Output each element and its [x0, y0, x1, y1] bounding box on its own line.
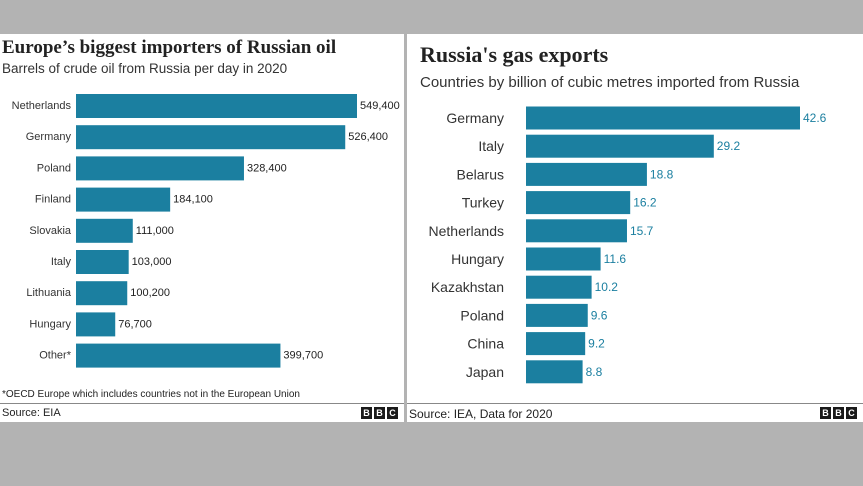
bar	[76, 94, 357, 118]
value-label: 15.7	[630, 224, 654, 238]
category-label: Other*	[39, 350, 72, 362]
category-label: China	[467, 336, 504, 352]
category-label: Hungary	[451, 251, 504, 267]
bar	[76, 125, 346, 150]
bar	[526, 191, 631, 215]
gas-chart-title: Russia's gas exports	[420, 42, 609, 67]
category-label: Turkey	[462, 195, 504, 211]
bar	[526, 162, 647, 186]
oil-chart-subtitle: Barrels of crude oil from Russia per day…	[2, 61, 288, 76]
category-label: Poland	[37, 162, 71, 174]
value-label: 526,400	[348, 131, 388, 143]
bar	[526, 332, 586, 356]
category-label: Lithuania	[26, 287, 72, 299]
bar	[526, 275, 592, 299]
category-label: Slovakia	[29, 225, 71, 237]
value-label: 16.2	[633, 196, 657, 210]
bar	[76, 312, 116, 337]
category-label: Japan	[466, 364, 504, 380]
value-label: 11.6	[604, 252, 627, 266]
bar	[76, 187, 171, 212]
value-label: 29.2	[717, 139, 741, 153]
bbc-logo: B B C	[361, 407, 398, 419]
value-label: 9.6	[591, 308, 608, 322]
gas-bar-chart: Germany 42.6 Italy 29.2 Belarus 18.8 Turkey 16.…	[429, 106, 827, 384]
bar	[76, 156, 244, 181]
bar	[526, 303, 588, 327]
category-label: Italy	[478, 138, 504, 154]
value-label: 8.8	[586, 365, 603, 379]
value-label: 10.2	[595, 280, 619, 294]
bar	[526, 360, 583, 384]
value-label: 184,100	[173, 194, 213, 206]
category-label: Hungary	[29, 318, 71, 330]
value-label: 399,700	[283, 350, 323, 362]
bar	[526, 219, 627, 243]
oil-chart-panel: Europe’s biggest importers of Russian oi…	[0, 34, 404, 422]
oil-source-bar: Source: EIA B B C	[0, 403, 404, 422]
value-label: 18.8	[650, 167, 674, 181]
bar	[526, 134, 714, 158]
oil-source-text: Source: EIA	[2, 407, 61, 419]
gas-source-text: Source: IEA, Data for 2020	[409, 407, 553, 421]
oil-chart-title: Europe’s biggest importers of Russian oi…	[2, 37, 337, 58]
gas-source-bar: Source: IEA, Data for 2020 B B C	[407, 403, 863, 422]
bar	[526, 247, 601, 271]
category-label: Germany	[26, 131, 72, 143]
value-label: 103,000	[132, 256, 172, 268]
value-label: 100,200	[130, 287, 170, 299]
category-label: Italy	[51, 256, 72, 268]
category-label: Germany	[446, 110, 504, 126]
bbc-logo: B B C	[820, 407, 857, 419]
oil-chart-footnote: *OECD Europe which includes countries no…	[2, 389, 300, 400]
oil-bar-chart: Netherlands 549,400 Germany 526,400 Poland 32…	[12, 94, 400, 368]
bar	[76, 281, 128, 306]
category-label: Belarus	[457, 166, 504, 182]
bar	[76, 343, 281, 368]
bar	[76, 250, 129, 274]
category-label: Finland	[35, 194, 71, 206]
bar	[76, 218, 133, 243]
category-label: Poland	[460, 307, 504, 323]
value-label: 42.6	[803, 111, 827, 125]
value-label: 76,700	[118, 318, 152, 330]
category-label: Netherlands	[429, 223, 505, 239]
bar	[526, 106, 800, 130]
value-label: 549,400	[360, 100, 400, 112]
value-label: 9.2	[588, 337, 605, 351]
category-label: Netherlands	[12, 100, 72, 112]
value-label: 328,400	[247, 162, 287, 174]
gas-chart-panel: Russia's gas exports Countries by billio…	[407, 34, 863, 422]
gas-chart-subtitle: Countries by billion of cubic metres imp…	[420, 74, 800, 91]
value-label: 111,000	[136, 225, 174, 237]
category-label: Kazakhstan	[431, 279, 504, 295]
